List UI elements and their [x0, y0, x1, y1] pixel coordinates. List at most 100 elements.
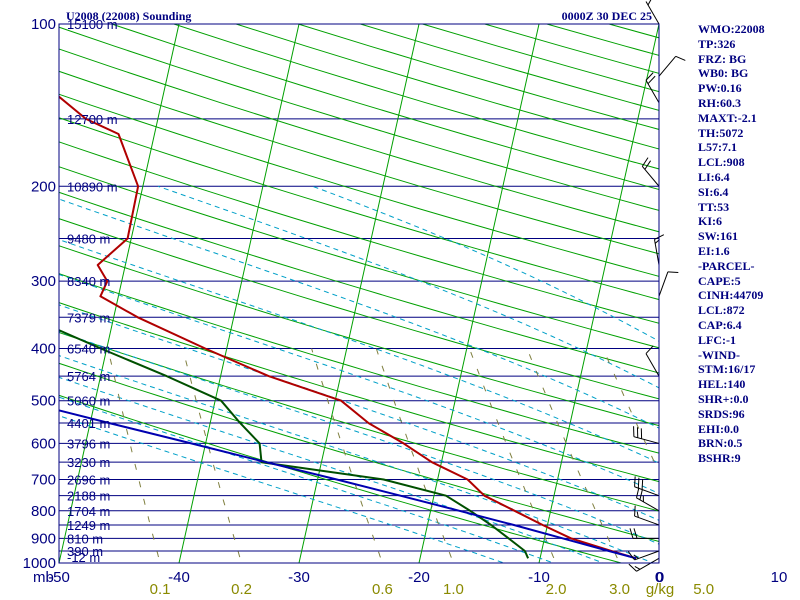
- pressure-label: 700: [31, 472, 56, 489]
- index-item: -PARCEL-: [698, 258, 755, 273]
- dry-adiabat-line: [59, 331, 659, 512]
- height-label: 5060 m: [67, 394, 110, 409]
- wind-barb-shaft: [636, 497, 660, 512]
- wind-barb-feather: [647, 0, 652, 6]
- wind-barb: [641, 157, 660, 187]
- mixing-ratio-lines: [107, 348, 659, 563]
- pressure-label: 400: [31, 341, 56, 358]
- index-item: KI:6: [698, 214, 722, 229]
- index-item: SRDS:96: [698, 406, 745, 421]
- moist-adiabat-line: [157, 185, 659, 389]
- isotherm-line: [538, 24, 659, 563]
- index-item: CAP:6.4: [698, 317, 742, 332]
- dry-adiabat-line: [59, 70, 659, 255]
- temperature-tick-label: -10: [528, 569, 550, 586]
- height-label: 6540 m: [67, 342, 110, 357]
- wind-barbs: [627, 0, 686, 572]
- index-item: CAPE:5: [698, 273, 741, 288]
- pressure-label: 900: [31, 530, 56, 547]
- index-item: LI:6.4: [698, 169, 730, 184]
- dry-adiabat-line: [59, 141, 659, 324]
- moist-adiabat-line: [59, 331, 659, 545]
- wind-barb-shaft: [645, 1, 660, 25]
- index-item: EHI:0.0: [698, 421, 740, 436]
- wind-barb-shaft: [634, 550, 660, 561]
- wind-barb-feather: [628, 563, 637, 572]
- wind-barb-feather: [641, 479, 644, 490]
- index-item: FRZ: BG: [698, 51, 747, 66]
- indices-panel: WMO:22008 TP:326 FRZ: BG WB0: BG PW:0.16 RH:6…: [698, 22, 798, 466]
- index-item: TT:53: [698, 199, 730, 214]
- height-label: 1704 m: [67, 504, 110, 519]
- dry-adiabat-line: [59, 362, 659, 543]
- height-label: 10890 m: [67, 179, 118, 194]
- wind-barb-shaft: [653, 239, 660, 266]
- height-label: 390 m: [67, 544, 103, 559]
- mixing-ratio-unit: g/kg: [646, 581, 674, 598]
- dry-adiabat-line: [59, 273, 659, 454]
- wind-barb-feather: [636, 511, 639, 518]
- wind-barb: [628, 557, 660, 572]
- height-label: 1249 m: [67, 518, 110, 533]
- pressure-label: 100: [31, 16, 56, 33]
- height-label: 12700 m: [67, 112, 118, 127]
- dry-adiabat-lines: [59, 24, 659, 563]
- wind-barb-feather: [644, 160, 652, 170]
- height-label: 3230 m: [67, 455, 110, 470]
- wind-barb-shaft: [645, 79, 660, 104]
- index-item: LCL:872: [698, 303, 745, 318]
- plot-frame: [58, 23, 660, 564]
- wind-barb-shaft: [634, 486, 660, 497]
- wind-barb-feather: [629, 528, 634, 539]
- mixing-ratio-line: [526, 348, 621, 563]
- dry-adiabat-line: [59, 117, 659, 301]
- mixing-ratio-label: 3.0: [609, 581, 630, 598]
- isotherm-lines: [59, 24, 659, 563]
- temperature-tick-label: -50: [48, 569, 70, 586]
- wind-barb-feather: [645, 72, 654, 81]
- wind-barb-feather: [634, 566, 641, 570]
- mixing-ratio-label: 1.0: [443, 581, 464, 598]
- index-item: CINH:44709: [698, 288, 764, 303]
- wind-barb: [629, 528, 659, 539]
- wind-barb: [645, 72, 660, 104]
- moist-adiabat-line: [59, 355, 655, 563]
- index-item: BRN:0.5: [698, 436, 743, 451]
- wind-barb-feather: [647, 75, 656, 85]
- moist-adiabat-line: [59, 396, 555, 563]
- temperature-tick-label: 0: [656, 569, 664, 586]
- dry-adiabat-line: [59, 394, 624, 563]
- wind-barb: [645, 345, 660, 377]
- height-label: -12 m: [67, 550, 100, 565]
- wind-barb-shaft: [641, 166, 660, 187]
- mixing-ratio-line: [182, 348, 243, 563]
- mixing-ratio-label: 0.2: [231, 581, 252, 598]
- index-item: LFC:-1: [698, 332, 736, 347]
- wind-barb-shaft: [658, 271, 669, 297]
- wind-barb-shaft: [645, 353, 660, 377]
- wind-barb-feather: [639, 489, 643, 500]
- height-label: 2188 m: [67, 489, 110, 504]
- height-label: 8340 m: [67, 274, 110, 289]
- height-label: 3796 m: [67, 436, 110, 451]
- wind-barb-feather: [667, 271, 679, 273]
- parcel-line: [59, 409, 637, 560]
- height-label: 5764 m: [67, 369, 110, 384]
- height-label: 9480 m: [67, 231, 110, 246]
- wind-barb: [627, 550, 660, 561]
- profile-lines: [59, 95, 637, 560]
- wind-barb-feather: [637, 477, 640, 489]
- index-item: STM:16/17: [698, 362, 756, 377]
- index-item: BSHR:9: [698, 451, 741, 466]
- wind-barb-feather: [633, 554, 639, 559]
- index-item: HEL:140: [698, 377, 746, 392]
- isotherm-line: [178, 24, 300, 563]
- wind-barb: [635, 487, 660, 512]
- pressure-label: 300: [31, 273, 56, 290]
- pressure-label: 800: [31, 503, 56, 520]
- wind-barb-shaft: [634, 515, 660, 526]
- wind-barb: [633, 426, 660, 444]
- wind-barb-feather: [635, 487, 640, 498]
- pressure-unit-label: mb: [33, 569, 54, 586]
